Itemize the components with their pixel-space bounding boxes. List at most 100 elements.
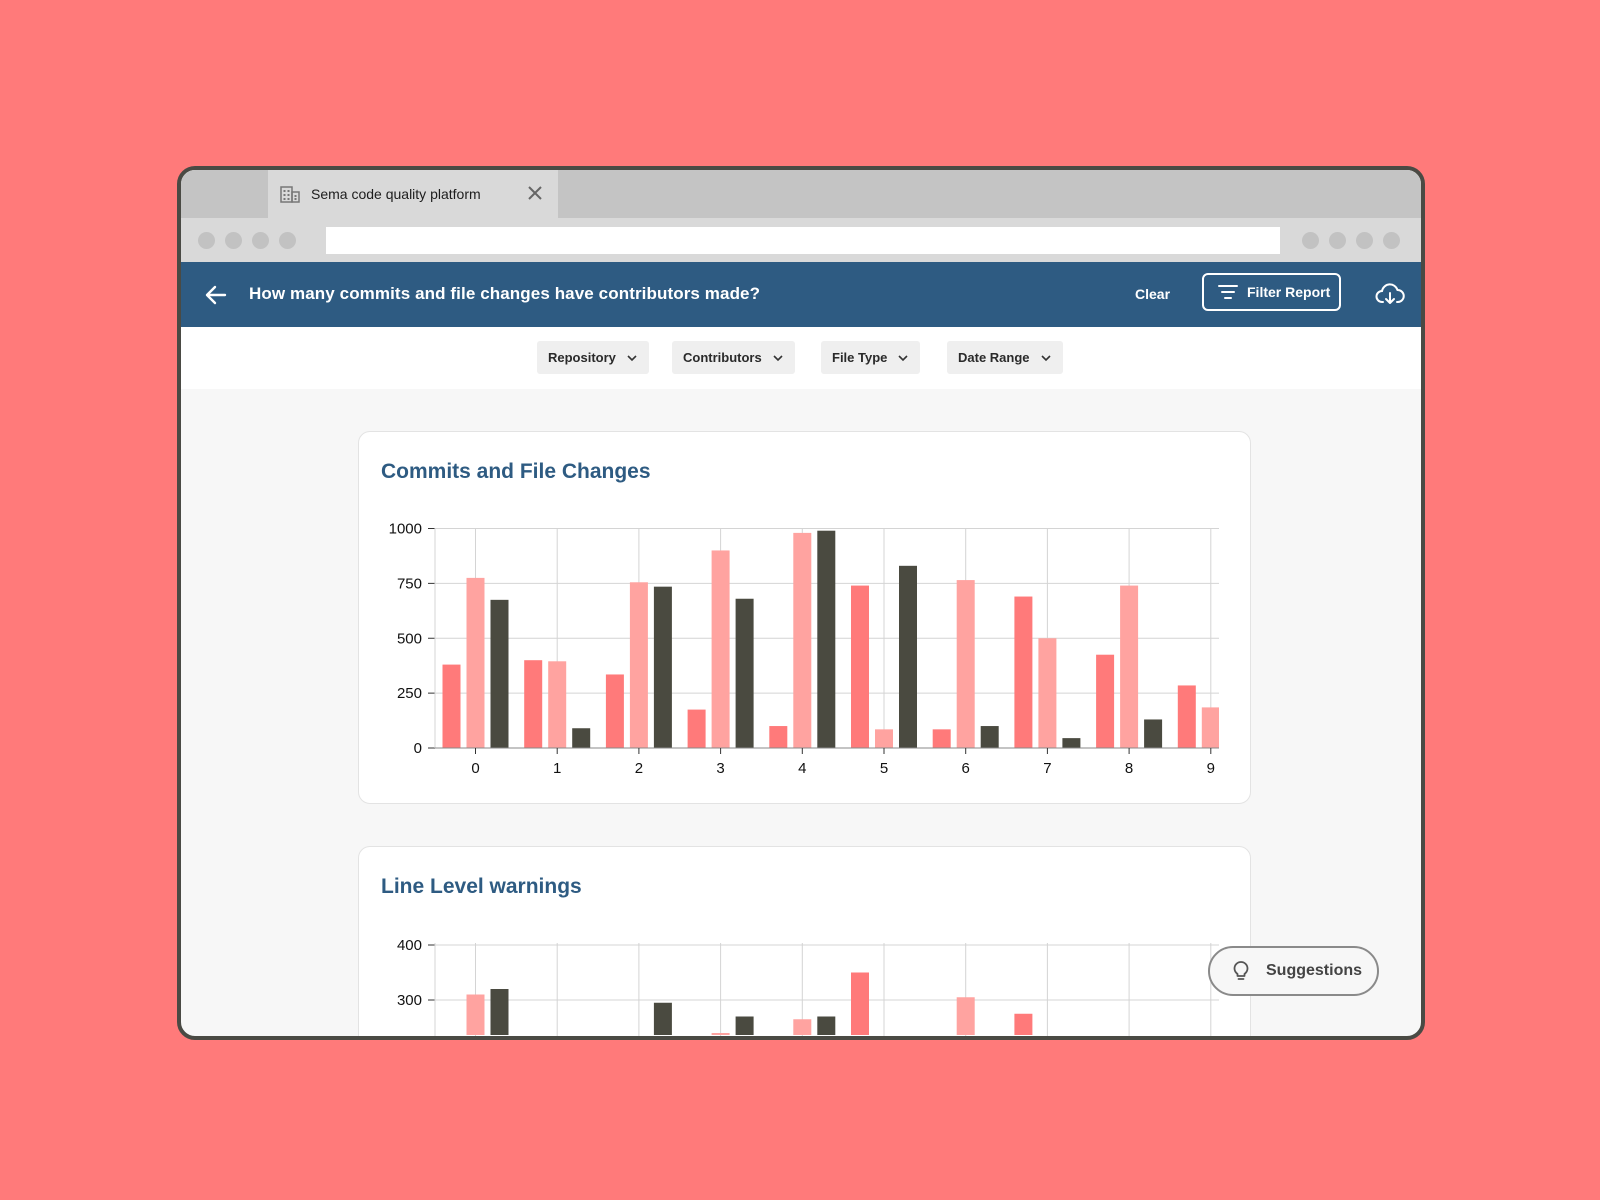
- building-icon: [280, 184, 300, 204]
- x-tick-label: 2: [635, 760, 643, 777]
- bar-series1-cat5: [851, 972, 869, 1035]
- x-tick-label: 7: [1043, 760, 1051, 777]
- commits-bar-chart: 0 250 500 750 1000 0 1 2 3 4 5 6 7 8 9: [389, 521, 1219, 777]
- browser-tab[interactable]: Sema code quality platform: [268, 170, 558, 218]
- date-range-label: Date Range: [958, 350, 1030, 365]
- bar-series2-cat0: [466, 994, 485, 1035]
- bar-series1-cat2: [605, 674, 624, 748]
- bar-series3-cat5: [899, 565, 917, 748]
- commits-chart-card: 0 250 500 750 1000 0 1 2 3 4 5 6 7 8 9 Commits and Fil…: [358, 431, 1251, 804]
- x-tick-label: 1: [553, 760, 561, 777]
- chevron-down-icon: [626, 352, 638, 364]
- repository-dropdown[interactable]: Repository: [537, 341, 649, 374]
- window-control[interactable]: [252, 232, 269, 249]
- window-control[interactable]: [279, 232, 296, 249]
- bar-series2-cat9: [1201, 707, 1219, 748]
- bar-series3-cat4: [817, 530, 836, 748]
- bar-series3-cat3: [735, 1016, 754, 1035]
- x-tick-label: 4: [798, 760, 806, 777]
- bar-series3-cat1: [572, 728, 591, 748]
- bar-series3-cat2: [653, 1002, 672, 1035]
- bar-series1-cat6: [932, 729, 951, 748]
- bar-series2-cat8: [1120, 585, 1139, 748]
- y-tick-label: 400: [397, 937, 422, 954]
- bar-series2-cat0: [466, 577, 485, 748]
- filter-report-button[interactable]: Filter Report: [1202, 273, 1341, 311]
- toolbar-button[interactable]: [1329, 232, 1346, 249]
- bar-series1-cat7: [1014, 596, 1033, 748]
- bar-series1-cat9: [1177, 685, 1196, 748]
- cloud-download-icon[interactable]: [1375, 280, 1405, 310]
- browser-toolbar: [181, 218, 1421, 262]
- toolbar-button[interactable]: [1383, 232, 1400, 249]
- x-tick-label: 0: [471, 760, 479, 777]
- bar-series2-cat2: [629, 582, 648, 748]
- commits-chart-title: Commits and File Changes: [381, 460, 651, 483]
- toolbar-button[interactable]: [1356, 232, 1373, 249]
- bar-series2-cat4: [793, 1019, 812, 1035]
- bar-series3-cat2: [653, 586, 672, 748]
- bar-series3-cat7: [1062, 738, 1081, 748]
- back-arrow-icon[interactable]: [203, 282, 229, 308]
- tab-strip: Sema code quality platform: [181, 170, 1421, 218]
- toolbar-button[interactable]: [1302, 232, 1319, 249]
- date-range-dropdown[interactable]: Date Range: [947, 341, 1063, 374]
- chevron-down-icon: [1040, 352, 1052, 364]
- bar-series2-cat7: [1038, 638, 1057, 748]
- warnings-chart-title: Line Level warnings: [381, 875, 582, 898]
- bar-series1-cat1: [524, 660, 543, 748]
- bar-series3-cat0: [490, 599, 509, 748]
- bar-series1-cat4: [769, 726, 788, 748]
- bar-series3-cat6: [980, 726, 999, 748]
- contributors-label: Contributors: [683, 350, 762, 365]
- x-tick-label: 5: [880, 760, 888, 777]
- tab-title: Sema code quality platform: [311, 186, 481, 202]
- warnings-bar-chart: 300 400: [397, 937, 1219, 1036]
- filter-icon: [1217, 281, 1239, 303]
- y-tick-label: 750: [397, 575, 422, 592]
- bar-series2-cat3: [711, 1033, 730, 1035]
- bar-series1-cat8: [1096, 654, 1115, 748]
- bar-series1-cat0: [442, 664, 461, 748]
- x-tick-label: 9: [1207, 760, 1215, 777]
- window-control[interactable]: [198, 232, 215, 249]
- chevron-down-icon: [897, 352, 909, 364]
- filter-bar: Repository Contributors File Type Date R…: [181, 327, 1421, 389]
- bar-series2-cat6: [956, 997, 975, 1035]
- app-header: How many commits and file changes have c…: [181, 262, 1421, 327]
- bar-series2-cat1: [548, 661, 567, 748]
- lightbulb-icon: [1230, 960, 1252, 982]
- window-control[interactable]: [225, 232, 242, 249]
- file-type-dropdown[interactable]: File Type: [821, 341, 921, 374]
- bar-series2-cat6: [956, 580, 975, 748]
- page-title: How many commits and file changes have c…: [249, 284, 761, 303]
- x-tick-label: 3: [716, 760, 724, 777]
- bar-series1-cat5: [851, 585, 869, 748]
- repository-label: Repository: [548, 350, 616, 365]
- close-icon[interactable]: [526, 184, 544, 202]
- suggestions-label: Suggestions: [1266, 962, 1363, 979]
- x-tick-label: 6: [962, 760, 970, 777]
- file-type-label: File Type: [832, 350, 888, 365]
- chevron-down-icon: [772, 352, 784, 364]
- bar-series1-cat7: [1014, 1013, 1033, 1035]
- warnings-chart-card: 300 400 Line Level warnings: [358, 846, 1251, 1036]
- y-tick-label: 250: [397, 685, 422, 702]
- bar-series2-cat3: [711, 550, 730, 748]
- bar-series3-cat0: [490, 989, 509, 1035]
- y-tick-label: 500: [397, 630, 422, 647]
- contributors-dropdown[interactable]: Contributors: [672, 341, 795, 374]
- filter-report-label: Filter Report: [1247, 284, 1331, 300]
- bar-series3-cat4: [817, 1016, 836, 1035]
- y-tick-label: 300: [397, 992, 422, 1009]
- suggestions-button[interactable]: Suggestions: [1208, 946, 1379, 996]
- y-tick-label: 1000: [389, 521, 422, 538]
- bar-series2-cat5: [875, 729, 893, 748]
- bar-series2-cat4: [793, 532, 812, 748]
- bar-series3-cat3: [735, 598, 754, 748]
- address-bar[interactable]: [326, 227, 1280, 254]
- clear-button[interactable]: Clear: [1135, 286, 1171, 302]
- x-tick-label: 8: [1125, 760, 1133, 777]
- bar-series1-cat3: [687, 709, 706, 748]
- browser-window: Sema code quality platform How many comm…: [177, 166, 1425, 1040]
